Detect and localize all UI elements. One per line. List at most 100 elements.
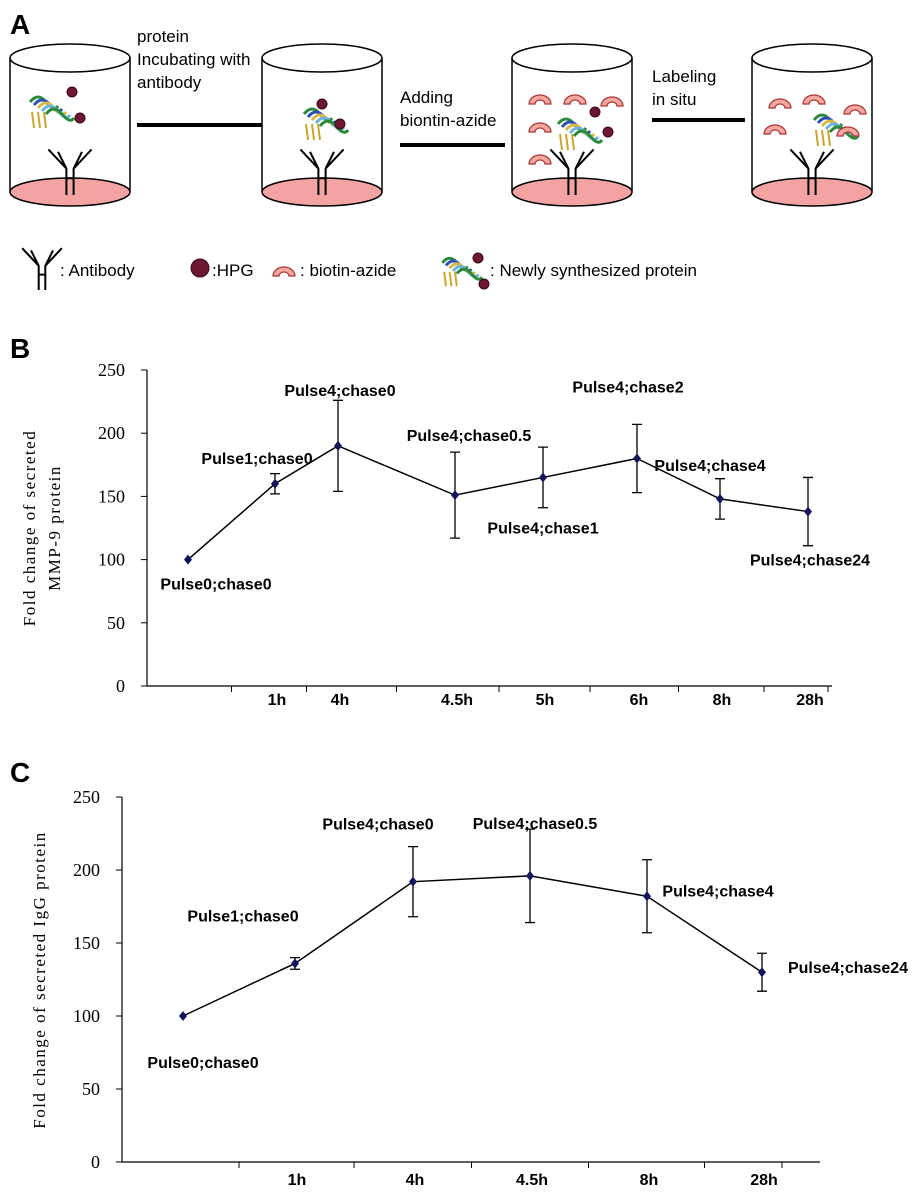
x-tick-label: 28h	[796, 692, 824, 709]
x-tick-label: 1h	[288, 1172, 307, 1189]
data-point	[271, 478, 279, 489]
y-tick-label: 100	[98, 550, 125, 570]
cylinder-top	[751, 43, 873, 73]
point-label: Pulse4;chase24	[788, 960, 908, 977]
panel-label: C	[10, 757, 30, 788]
protein-icon	[305, 123, 321, 141]
y-tick-label: 250	[73, 787, 100, 807]
protein-icon	[44, 107, 76, 122]
point-label: Pulse4;chase4	[662, 883, 773, 900]
hpg-icon	[334, 118, 346, 130]
y-tick-label: 0	[116, 676, 125, 696]
data-point	[758, 967, 766, 978]
x-tick-label: 28h	[750, 1172, 778, 1189]
panel-label: B	[10, 333, 30, 364]
data-point	[539, 472, 547, 483]
point-label: Pulse4;chase0.5	[473, 816, 598, 833]
hpg-icon	[66, 86, 78, 98]
protein-icon	[31, 111, 47, 129]
hpg-icon	[478, 278, 490, 290]
biotin-icon	[763, 124, 787, 135]
data-point	[804, 506, 812, 517]
x-tick-label: 1h	[268, 692, 287, 709]
biotin-icon	[528, 154, 552, 165]
point-label: Pulse4;chase2	[572, 379, 683, 396]
x-tick-label: 8h	[713, 692, 732, 709]
y-tick-label: 100	[73, 1006, 100, 1026]
point-label: Pulse0;chase0	[147, 1055, 258, 1072]
point-label: Pulse4;chase1	[487, 520, 598, 537]
y-axis-label: MMP-9 protein	[45, 465, 64, 591]
step-label: Labeling	[652, 67, 716, 86]
y-axis-label: Fold change of secreted IgG protein	[30, 831, 49, 1129]
antibody-icon	[299, 148, 345, 195]
data-point	[291, 958, 299, 969]
x-tick-label: 4h	[406, 1172, 425, 1189]
antibody-icon	[21, 247, 63, 290]
cylinder-bottom	[511, 177, 633, 207]
step-label: Incubating with	[137, 50, 250, 69]
data-point	[179, 1011, 187, 1021]
cylinder-bottom	[9, 177, 131, 207]
antibody-icon	[47, 148, 93, 195]
legend-label: : Antibody	[60, 261, 135, 280]
y-tick-label: 150	[98, 486, 125, 506]
protein-icon	[455, 267, 484, 281]
step-label: Adding	[400, 88, 453, 107]
legend-label: : Newly synthesized protein	[490, 261, 697, 280]
biotin-icon	[843, 104, 867, 115]
point-label: Pulse4;chase0	[284, 383, 395, 400]
x-tick-label: 6h	[630, 692, 649, 709]
antibody-icon	[789, 148, 835, 195]
point-label: Pulse4;chase24	[750, 553, 870, 570]
biotin-icon	[768, 98, 792, 109]
hpg-icon	[472, 252, 484, 264]
point-label: Pulse4;chase4	[654, 458, 765, 475]
hpg-icon	[589, 106, 601, 118]
protein-icon	[572, 129, 604, 144]
biotin-icon	[528, 122, 552, 133]
cylinder	[751, 58, 873, 192]
biotin-icon	[836, 126, 860, 137]
biotin-icon	[272, 266, 296, 277]
data-point	[184, 554, 192, 565]
legend-label: :HPG	[212, 261, 254, 280]
step-label: biontin-azide	[400, 111, 496, 130]
data-point	[451, 490, 459, 501]
step-label: in situ	[652, 90, 696, 109]
data-point	[526, 870, 534, 881]
y-axis-label: Fold change of secreted	[20, 430, 39, 626]
y-tick-label: 200	[98, 423, 125, 443]
cylinder-top	[511, 43, 633, 73]
x-tick-label: 8h	[640, 1172, 659, 1189]
cylinder-top	[9, 43, 131, 73]
hpg-icon	[602, 126, 614, 138]
y-tick-label: 200	[73, 860, 100, 880]
cylinder-bottom	[261, 177, 383, 207]
point-label: Pulse4;chase0	[322, 817, 433, 834]
x-tick-label: 4.5h	[516, 1172, 548, 1189]
point-label: Pulse4;chase0.5	[407, 428, 532, 445]
panel-label: A	[10, 9, 30, 40]
data-point	[409, 876, 417, 887]
hpg-icon	[190, 258, 210, 278]
biotin-icon	[600, 96, 624, 107]
cylinder	[9, 58, 131, 192]
data-point	[633, 453, 641, 464]
data-line	[182, 875, 763, 1017]
biotin-icon	[563, 94, 587, 105]
cylinder-top	[261, 43, 383, 73]
x-tick-label: 4.5h	[441, 692, 473, 709]
point-label: Pulse1;chase0	[187, 908, 298, 925]
y-tick-label: 0	[91, 1152, 100, 1172]
y-tick-label: 50	[107, 613, 125, 633]
cylinder-bottom	[751, 177, 873, 207]
step-label: protein	[137, 27, 189, 46]
x-tick-label: 5h	[536, 692, 555, 709]
y-tick-label: 50	[82, 1079, 100, 1099]
data-point	[643, 891, 651, 902]
point-label: Pulse0;chase0	[160, 577, 271, 594]
protein-icon	[815, 129, 831, 147]
antibody-icon	[549, 148, 595, 195]
